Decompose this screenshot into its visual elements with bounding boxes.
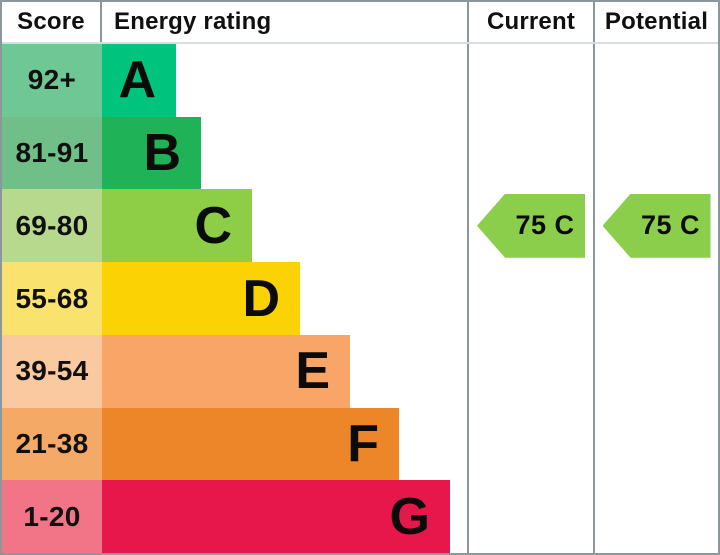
- current-cell: [467, 407, 593, 481]
- band-score-range: 21-38: [2, 407, 102, 481]
- band-bar: D: [102, 262, 300, 335]
- band-bar-cell: D: [102, 262, 467, 335]
- band-letter: G: [389, 487, 430, 546]
- potential-cell: [593, 334, 718, 408]
- band-rows: 92+ A 81-91 B 69-80 C 75 C 75 C 55-68: [2, 44, 718, 553]
- band-bar-cell: E: [102, 334, 467, 408]
- band-bar: A: [102, 44, 176, 117]
- current-column-header: Current: [467, 2, 593, 42]
- band-row-d: 55-68 D: [2, 262, 718, 335]
- score-column-header: Score: [2, 2, 102, 42]
- band-bar-cell: F: [102, 407, 467, 481]
- potential-cell: 75 C: [593, 189, 718, 263]
- potential-rating-arrow: 75 C: [602, 193, 711, 258]
- current-cell: 75 C: [467, 189, 593, 263]
- band-bar: G: [102, 480, 450, 553]
- band-score-range: 39-54: [2, 334, 102, 408]
- band-row-e: 39-54 E: [2, 334, 718, 408]
- band-letter: C: [194, 196, 232, 255]
- band-bar: B: [102, 116, 201, 190]
- band-row-b: 81-91 B: [2, 116, 718, 190]
- band-row-g: 1-20 G: [2, 480, 718, 553]
- band-score-range: 1-20: [2, 480, 102, 553]
- band-letter: F: [347, 414, 379, 473]
- current-rating-value: 75 C: [515, 210, 575, 241]
- current-cell: [467, 44, 593, 117]
- band-row-a: 92+ A: [2, 44, 718, 117]
- potential-cell: [593, 480, 718, 553]
- band-score-range: 69-80: [2, 189, 102, 263]
- potential-column-header: Potential: [593, 2, 718, 42]
- band-letter: E: [295, 342, 330, 401]
- potential-rating-value: 75 C: [640, 210, 701, 241]
- band-row-c: 69-80 C 75 C 75 C: [2, 189, 718, 263]
- band-row-f: 21-38 F: [2, 407, 718, 481]
- current-cell: [467, 480, 593, 553]
- band-score-range: 92+: [2, 44, 102, 117]
- band-bar-cell: G: [102, 480, 467, 553]
- band-bar-cell: C: [102, 189, 467, 263]
- current-cell: [467, 334, 593, 408]
- chart-header-row: Score Energy rating Current Potential: [2, 2, 718, 44]
- potential-cell: [593, 407, 718, 481]
- band-bar: E: [102, 334, 350, 408]
- current-rating-arrow: 75 C: [477, 193, 585, 258]
- band-score-range: 81-91: [2, 116, 102, 190]
- band-score-range: 55-68: [2, 262, 102, 335]
- potential-cell: [593, 116, 718, 190]
- potential-cell: [593, 262, 718, 335]
- energy-rating-column-header: Energy rating: [114, 8, 272, 35]
- band-bar-cell: B: [102, 116, 467, 190]
- band-letter: A: [118, 51, 156, 110]
- band-bar: C: [102, 189, 252, 263]
- band-letter: B: [143, 124, 181, 183]
- current-cell: [467, 116, 593, 190]
- band-bar: F: [102, 407, 399, 481]
- potential-cell: [593, 44, 718, 117]
- band-bar-cell: A: [102, 44, 467, 117]
- band-letter: D: [242, 269, 280, 328]
- current-cell: [467, 262, 593, 335]
